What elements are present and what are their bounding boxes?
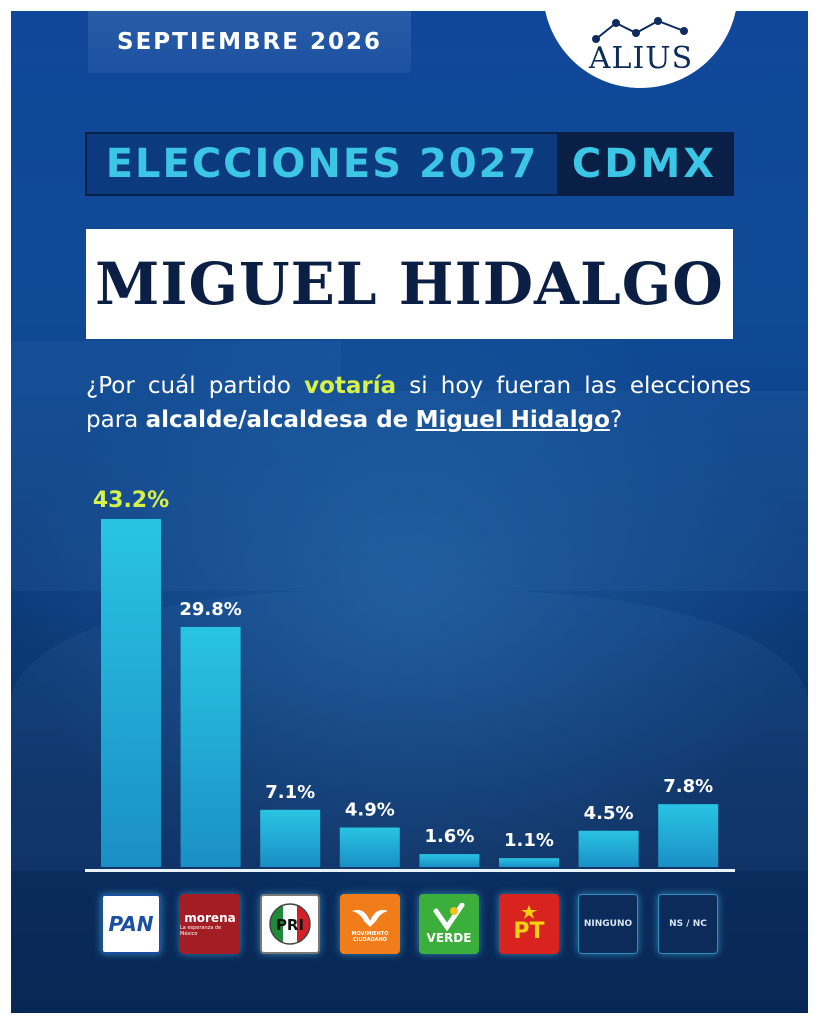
- bar-verde: [419, 854, 480, 867]
- bar-chart: 43.2% 29.8% 7.1% 4.9% 1.6% 1.1% 4.5% 7.8%: [93, 488, 719, 867]
- poster: SEPTIEMBRE 2026 ALIUS ELECCIONES 2027 CD…: [11, 11, 808, 1013]
- toucan-check-icon: [433, 903, 465, 931]
- bars-group: [101, 519, 719, 867]
- pan-logo-text: PAN: [108, 912, 154, 936]
- pri-logo-text: PRI: [276, 916, 304, 934]
- bar-pri: [260, 809, 321, 867]
- pri-logo-icon: PRI: [260, 894, 320, 954]
- morena-logo-subtext: La esperanza de México: [180, 925, 222, 937]
- verde-logo-icon: VERDE: [419, 894, 479, 954]
- brand-name: ALIUS: [588, 41, 694, 76]
- question-part-1: ¿Por cuál partido: [86, 373, 305, 399]
- background-building-right: [341, 391, 808, 591]
- eagle-icon: [352, 909, 388, 927]
- bar-label-pan: 43.2%: [93, 488, 169, 513]
- bar-label-ninguno: 4.5%: [584, 803, 634, 824]
- bar-label-pri: 7.1%: [265, 782, 315, 803]
- bar-label-ns-nc: 7.8%: [663, 776, 713, 797]
- bar-label-verde: 1.6%: [424, 826, 474, 847]
- pt-logo-text: PT: [513, 918, 545, 944]
- verde-logo-text: VERDE: [426, 931, 472, 945]
- pt-logo-icon: PT: [499, 894, 559, 954]
- question-part-4: ?: [609, 407, 623, 433]
- district-name: MIGUEL HIDALGO: [95, 250, 724, 318]
- nsnc-tile: NS / NC: [658, 894, 718, 954]
- title-banner: ELECCIONES 2027 CDMX: [85, 132, 734, 196]
- question-underline: Miguel Hidalgo: [415, 407, 610, 433]
- bar-movimiento-ciudadano: [339, 827, 400, 867]
- background-building-left: [11, 341, 341, 591]
- brand-network-icon: [592, 17, 688, 43]
- bar-label-movimiento-ciudadano: 4.9%: [345, 800, 395, 821]
- bar-pan: [101, 519, 161, 867]
- bar-label-morena: 29.8%: [179, 599, 241, 620]
- date-tab: SEPTIEMBRE 2026: [88, 11, 411, 73]
- nsnc-text: NS / NC: [669, 919, 707, 929]
- pan-logo-icon: PAN: [101, 894, 161, 954]
- bar-morena: [180, 626, 241, 867]
- morena-logo-icon: morena La esperanza de México: [180, 894, 240, 954]
- bar-labels-group: 43.2% 29.8% 7.1% 4.9% 1.6% 1.1% 4.5% 7.8%: [93, 488, 713, 851]
- bar-ns-nc: [658, 804, 719, 867]
- bar-pt: [499, 858, 559, 867]
- mc-logo-text: MOVIMIENTO CIUDADANO: [351, 931, 389, 943]
- bar-ninguno: [578, 830, 639, 867]
- title-elections: ELECCIONES 2027: [105, 141, 539, 187]
- question-highlight: votaría: [304, 373, 397, 399]
- title-city: CDMX: [557, 134, 732, 194]
- star-icon: [520, 904, 537, 919]
- survey-question: ¿Por cuál partido votaría si hoy fueran …: [86, 369, 751, 437]
- question-part-2: si hoy fueran las elecciones para: [86, 373, 752, 433]
- pri-circle-icon: PRI: [269, 903, 311, 945]
- bar-label-pt: 1.1%: [504, 830, 554, 851]
- ninguno-tile: NINGUNO: [578, 894, 638, 954]
- ninguno-text: NINGUNO: [583, 919, 633, 929]
- chart-baseline: [85, 869, 735, 872]
- movimiento-ciudadano-logo-icon: MOVIMIENTO CIUDADANO: [340, 894, 400, 954]
- morena-logo-text: morena: [184, 911, 236, 925]
- district-banner: MIGUEL HIDALGO: [86, 229, 733, 339]
- question-bold: alcalde/alcaldesa de: [145, 407, 409, 433]
